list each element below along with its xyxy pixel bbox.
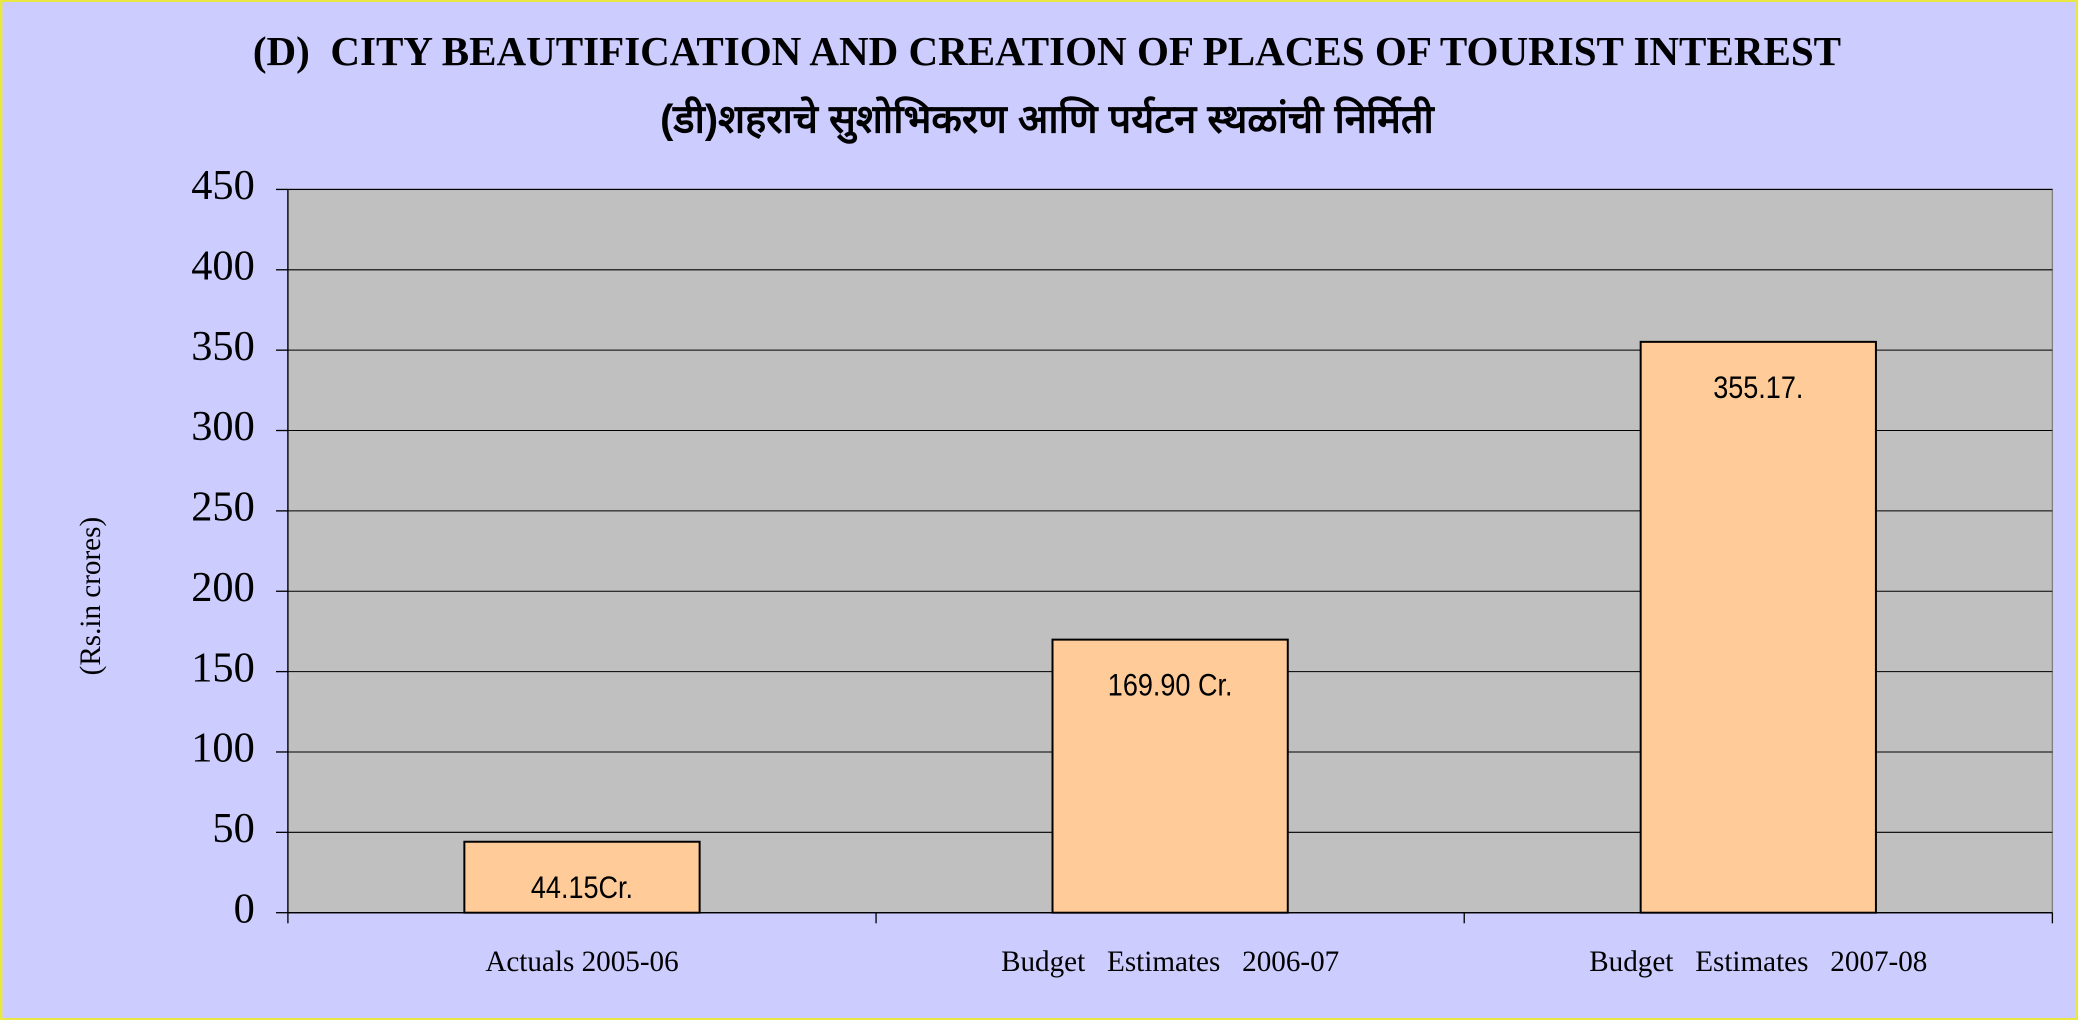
x-tick-label: Budget Estimates 2007-08: [1589, 946, 1927, 978]
x-tick-label: Budget Estimates 2006-07: [1001, 946, 1339, 978]
y-tick-label: 0: [234, 885, 255, 932]
y-tick-label: 200: [191, 564, 255, 611]
data-label: 44.15Cr.: [531, 870, 633, 906]
y-tick-label: 150: [191, 644, 255, 691]
y-tick-label: 350: [191, 323, 255, 370]
y-tick-label: 100: [191, 725, 255, 772]
bar: [463, 840, 701, 914]
y-tick-label: 50: [212, 805, 254, 852]
y-tick-label: 250: [191, 484, 255, 531]
bar: [1639, 340, 1877, 914]
chart-title: (D) CITY BEAUTIFICATION AND CREATION OF …: [253, 28, 1841, 74]
chart-subtitle: (डी)शहराचे सुशोभिकरण आणि पर्यटन स्थळांची…: [660, 95, 1435, 144]
y-tick-label: 300: [191, 403, 255, 450]
data-label: 355.17.: [1713, 370, 1803, 406]
y-axis-label: (Rs.in crores): [75, 517, 107, 676]
x-tick-label: Actuals 2005-06: [485, 946, 678, 978]
y-tick-label: 400: [191, 243, 255, 290]
bar: [1051, 638, 1289, 914]
y-tick-label: 450: [191, 162, 255, 209]
data-label: 169.90 Cr.: [1108, 668, 1233, 704]
